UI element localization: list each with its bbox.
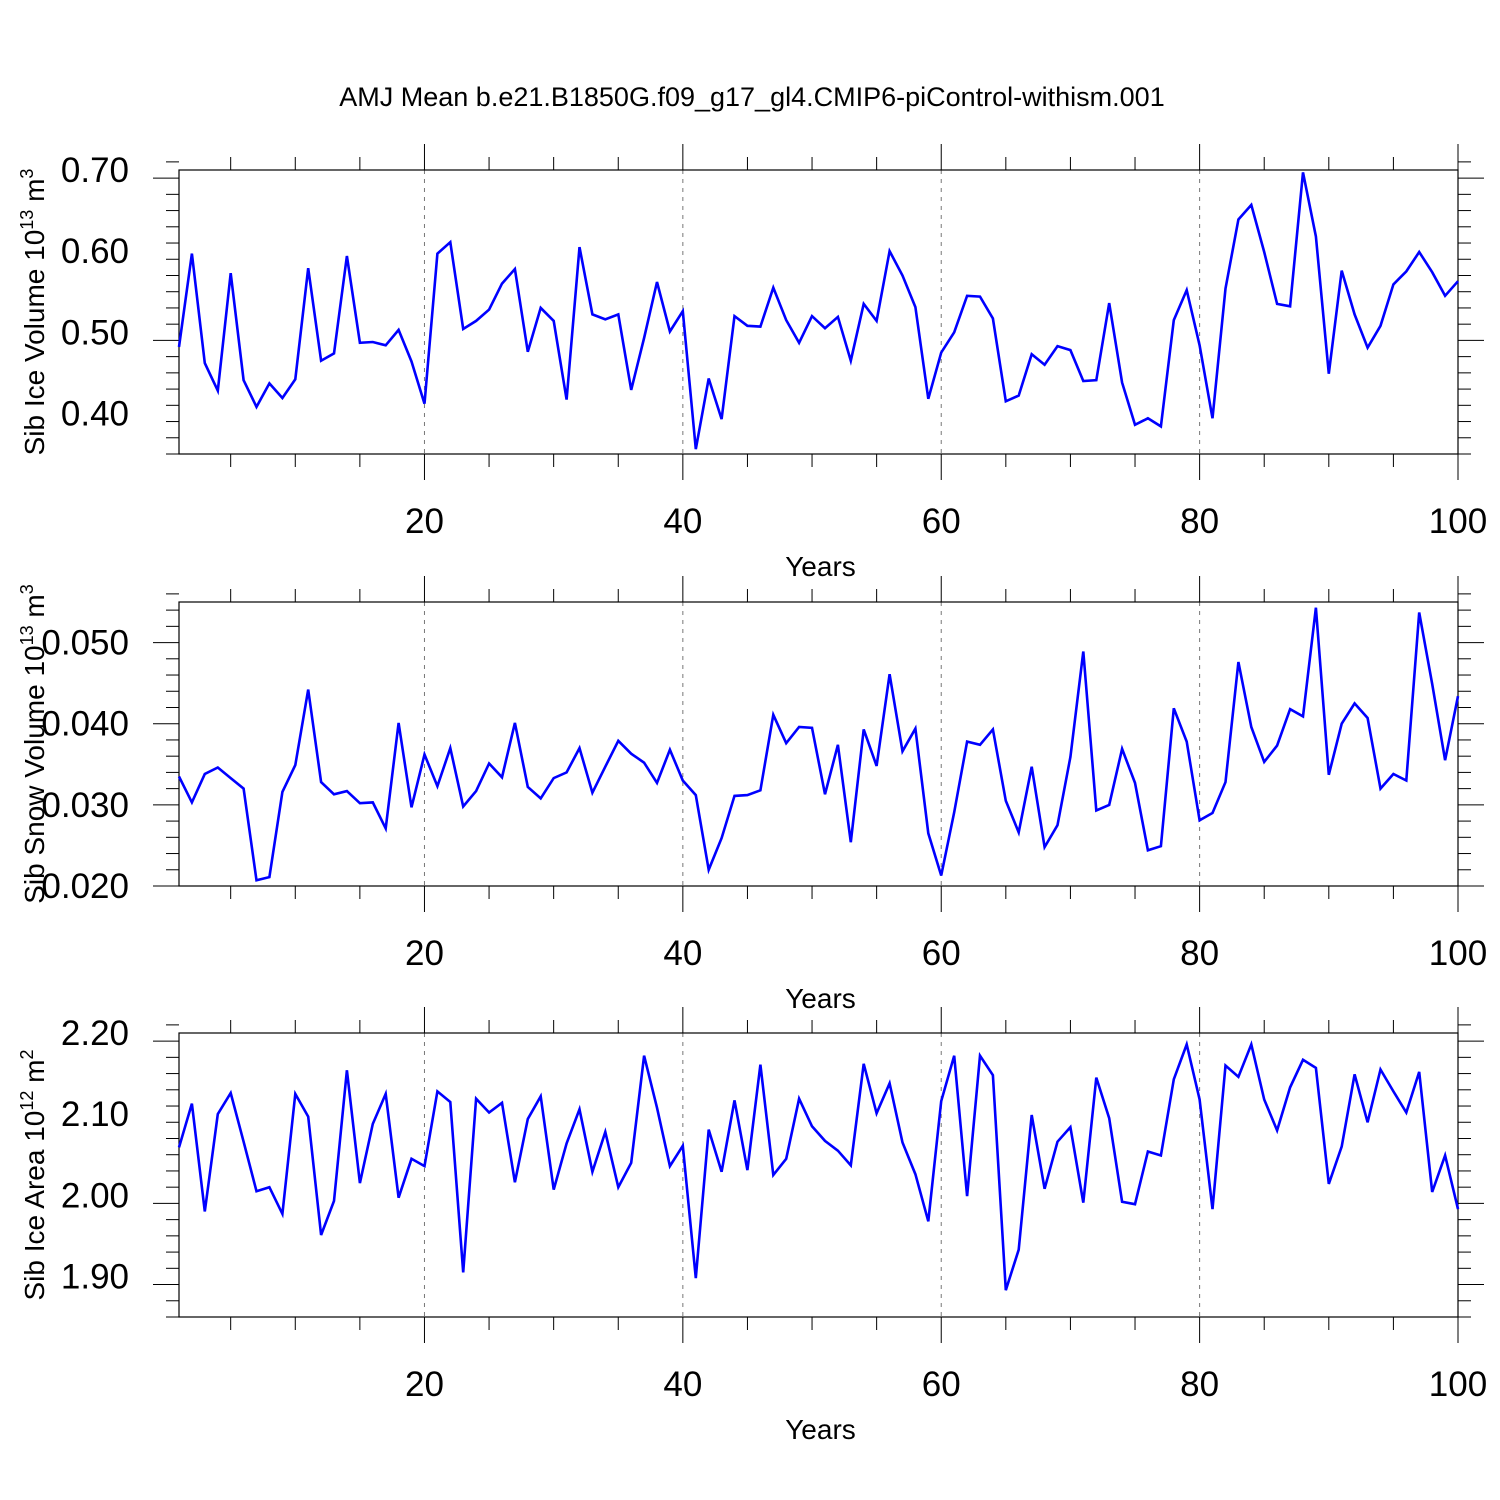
panel-2: 20 40 60 80 100 0.020 0.030 0.040 0.050 Years Sib … <box>17 576 1487 1014</box>
y-axis-title-superscript: 13 <box>17 625 37 645</box>
y-axis-title-superscript: 12 <box>17 1091 37 1111</box>
y-tick-label: 1.90 <box>61 1257 129 1296</box>
y-tick-label: 2.10 <box>61 1095 129 1134</box>
chart-title: AMJ Mean b.e21.B1850G.f09_g17_gl4.CMIP6-… <box>339 82 1164 112</box>
y-tick-label: 0.020 <box>41 867 129 906</box>
x-tick-label: 20 <box>405 502 444 541</box>
y-tick-label: 0.040 <box>41 705 129 744</box>
y-tick-label: 0.050 <box>41 624 129 663</box>
y-axis-title-text: m <box>19 594 50 625</box>
x-tick-label: 80 <box>1180 502 1219 541</box>
y-axis-title: Sib Ice Volume 1013 m3 <box>17 169 50 456</box>
x-tick-label: 60 <box>922 1365 961 1404</box>
y-tick-label: 0.030 <box>41 786 129 825</box>
plot-frame <box>178 169 1459 455</box>
x-tick-label: 80 <box>1180 934 1219 973</box>
x-tick-label: 20 <box>405 1365 444 1404</box>
y-tick-label: 0.70 <box>61 151 129 190</box>
y-axis-title-superscript: 3 <box>17 584 37 594</box>
series-line <box>177 607 1460 882</box>
y-axis-title-superscript: 2 <box>17 1049 37 1059</box>
plot-frame <box>178 1032 1459 1318</box>
y-axis-title-text: Sib Snow Volume 10 <box>19 645 50 903</box>
plot-frame <box>178 601 1459 887</box>
x-tick-label: 100 <box>1429 1365 1487 1404</box>
x-axis-title: Years <box>785 983 856 1014</box>
x-tick-label: 60 <box>922 934 961 973</box>
y-axis-title: Sib Ice Area 1012 m2 <box>17 1049 50 1300</box>
panel-3: 20 40 60 80 100 1.90 2.00 2.10 2.20 Years Sib Ice … <box>17 1007 1487 1445</box>
x-tick-label: 40 <box>663 934 702 973</box>
panel-1: 20 40 60 80 100 0.40 0.50 0.60 0.70 Years Sib Ice … <box>17 144 1487 582</box>
y-tick-label: 0.50 <box>61 313 129 352</box>
series-line <box>177 1039 1460 1291</box>
y-axis-title-superscript: 13 <box>17 210 37 230</box>
x-tick-label: 20 <box>405 934 444 973</box>
x-tick-label: 100 <box>1429 502 1487 541</box>
x-tick-label: 80 <box>1180 1365 1219 1404</box>
y-axis-title-superscript: 3 <box>17 169 37 179</box>
y-axis-title-text: m <box>19 179 50 210</box>
x-tick-label: 100 <box>1429 934 1487 973</box>
y-tick-label: 2.20 <box>61 1014 129 1053</box>
x-tick-label: 60 <box>922 502 961 541</box>
y-tick-label: 0.40 <box>61 394 129 433</box>
series-line <box>177 172 1459 450</box>
y-tick-label: 2.00 <box>61 1176 129 1215</box>
x-tick-label: 40 <box>663 1365 702 1404</box>
y-axis-title-text: Sib Ice Area 10 <box>19 1111 50 1301</box>
x-axis-title: Years <box>785 1414 856 1445</box>
y-axis-title-text: m <box>19 1059 50 1090</box>
y-axis-title: Sib Snow Volume 1013 m3 <box>17 584 50 904</box>
y-tick-label: 0.60 <box>61 232 129 271</box>
x-tick-label: 40 <box>663 502 702 541</box>
y-axis-title-text: Sib Ice Volume 10 <box>19 230 50 456</box>
x-axis-title: Years <box>785 551 856 582</box>
